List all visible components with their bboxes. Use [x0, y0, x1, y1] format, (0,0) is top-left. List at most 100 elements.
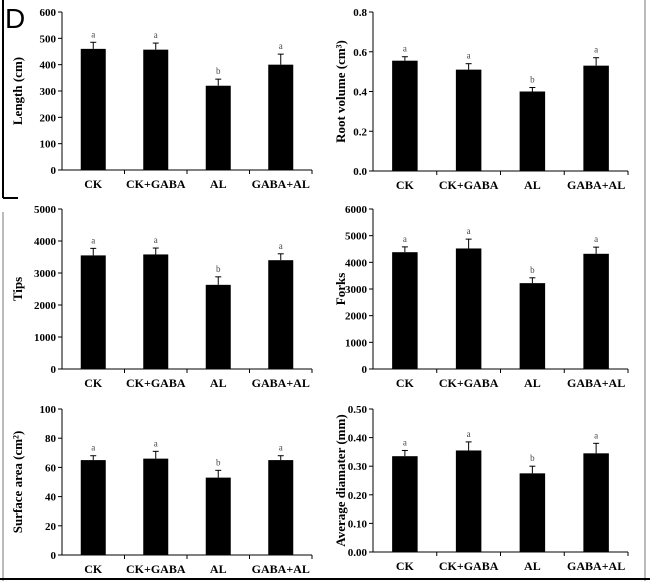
chart-5-bar: [143, 458, 169, 555]
chart-5-ytick-label: 80: [45, 433, 57, 445]
chart-3-category-label: CK: [84, 376, 103, 390]
chart-4-bar: [519, 283, 546, 369]
panel-letter: D: [5, 3, 26, 34]
chart-1-ylabel: Length (cm): [10, 57, 25, 125]
chart-4-bar: [583, 253, 609, 369]
chart-4-significance-label: b: [530, 265, 535, 275]
chart-6-significance-label: a: [594, 430, 598, 440]
chart-3-significance-label: b: [216, 264, 221, 274]
chart-4-significance-label: a: [403, 234, 407, 244]
chart-3-significance-label: a: [279, 241, 283, 251]
chart-3-ytick-label: 4000: [34, 236, 57, 248]
chart-3-category-label: CK+GABA: [126, 376, 186, 390]
chart-6-bar: [583, 453, 609, 552]
chart-6-bar: [455, 450, 482, 552]
chart-3-ytick-label: 3000: [34, 268, 57, 280]
chart-2-bar: [392, 60, 418, 171]
chart-6-ytick-label: 0.00: [348, 547, 368, 559]
chart-3-category-label: AL: [210, 376, 227, 390]
chart-1-significance-label: a: [279, 41, 283, 51]
chart-1-category-label: CK: [84, 177, 103, 191]
chart-3-bar: [268, 260, 294, 369]
chart-3-ytick-label: 2000: [34, 300, 57, 312]
chart-4-category-label: CK+GABA: [439, 376, 499, 390]
chart-5-ytick-label: 100: [40, 404, 57, 416]
chart-2-bar: [519, 91, 546, 171]
chart-1-bar: [268, 64, 294, 170]
chart-1-significance-label: a: [91, 29, 95, 39]
chart-3-ylabel: Tips: [10, 277, 25, 301]
chart-5-bar: [268, 460, 294, 555]
chart-1-category-label: CK+GABA: [126, 177, 186, 191]
chart-3-bar: [143, 254, 169, 369]
chart-2-ytick-label: 0.2: [353, 126, 367, 138]
chart-2-ytick-label: 0.8: [353, 7, 367, 19]
chart-3-ytick-label: 1000: [34, 332, 57, 344]
chart-1-ytick-label: 200: [40, 112, 57, 124]
chart-1-category-label: AL: [210, 177, 227, 191]
chart-4-category-label: CK: [396, 376, 415, 390]
chart-5-ytick-label: 60: [45, 462, 57, 474]
chart-5-category-label: GABA+AL: [252, 562, 310, 576]
chart-1-bar: [143, 49, 169, 171]
chart-4-significance-label: a: [594, 234, 598, 244]
chart-3-significance-label: a: [91, 235, 95, 245]
chart-4-ytick-label: 3000: [345, 284, 368, 296]
chart-5-bar: [205, 477, 231, 555]
chart-3-ytick-label: 5000: [34, 204, 57, 216]
chart-6-category-label: AL: [524, 559, 541, 573]
chart-6-bar: [519, 473, 546, 552]
chart-2-ylabel: Root volume (cm³): [333, 40, 348, 143]
chart-6-ytick-label: 0.50: [348, 404, 368, 416]
chart-1-ytick-label: 500: [40, 33, 57, 45]
chart-4-ytick-label: 6000: [345, 204, 368, 216]
chart-4-category-label: GABA+AL: [567, 376, 625, 390]
chart-5-significance-label: a: [154, 438, 158, 448]
chart-2-bar: [583, 65, 609, 171]
chart-2-category-label: CK: [396, 178, 415, 192]
chart-3-bar: [205, 284, 231, 369]
chart-1-ytick-label: 300: [40, 86, 57, 98]
chart-5-ytick-label: 20: [45, 521, 57, 533]
chart-2-ytick-label: 0.0: [353, 166, 367, 178]
chart-1-significance-label: a: [154, 30, 158, 40]
chart-1-bar: [80, 48, 106, 170]
chart-4-ytick-label: 0: [362, 364, 368, 376]
chart-2-significance-label: a: [403, 44, 407, 54]
chart-5-ylabel: Surface area (cm²): [10, 431, 25, 534]
chart-2-category-label: CK+GABA: [439, 178, 499, 192]
chart-1-ytick-label: 0: [51, 165, 57, 177]
chart-5-ytick-label: 40: [45, 492, 57, 504]
chart-6-significance-label: a: [467, 429, 471, 439]
chart-1-category-label: GABA+AL: [252, 177, 310, 191]
chart-3-significance-label: a: [154, 235, 158, 245]
chart-6-bar: [392, 456, 418, 552]
chart-2-ytick-label: 0.4: [353, 87, 367, 99]
chart-2-bar: [455, 69, 482, 171]
chart-6-ytick-label: 0.20: [348, 490, 368, 502]
chart-1-significance-label: b: [216, 66, 221, 76]
chart-1-ytick-label: 600: [40, 7, 57, 19]
chart-2-significance-label: a: [594, 45, 598, 55]
chart-4-ytick-label: 2000: [345, 311, 368, 323]
chart-5-significance-label: a: [91, 443, 95, 453]
chart-2-category-label: AL: [524, 178, 541, 192]
chart-3-category-label: GABA+AL: [252, 376, 310, 390]
chart-6-ytick-label: 0.10: [348, 518, 368, 530]
chart-3-bar: [80, 255, 106, 369]
chart-6-significance-label: a: [403, 437, 407, 447]
chart-5-significance-label: a: [279, 443, 283, 453]
chart-4-bar: [392, 252, 418, 369]
chart-3-ytick-label: 0: [51, 364, 57, 376]
chart-4-category-label: AL: [524, 376, 541, 390]
chart-6-category-label: GABA+AL: [567, 559, 625, 573]
chart-4-ylabel: Forks: [333, 273, 348, 306]
chart-2-significance-label: a: [467, 51, 471, 61]
chart-1-ytick-label: 100: [40, 139, 57, 151]
chart-5-category-label: CK+GABA: [126, 562, 186, 576]
chart-6-category-label: CK: [396, 559, 415, 573]
chart-4-ytick-label: 1000: [345, 337, 368, 349]
chart-2-ytick-label: 0.6: [353, 47, 367, 59]
chart-6-ytick-label: 0.30: [348, 461, 368, 473]
